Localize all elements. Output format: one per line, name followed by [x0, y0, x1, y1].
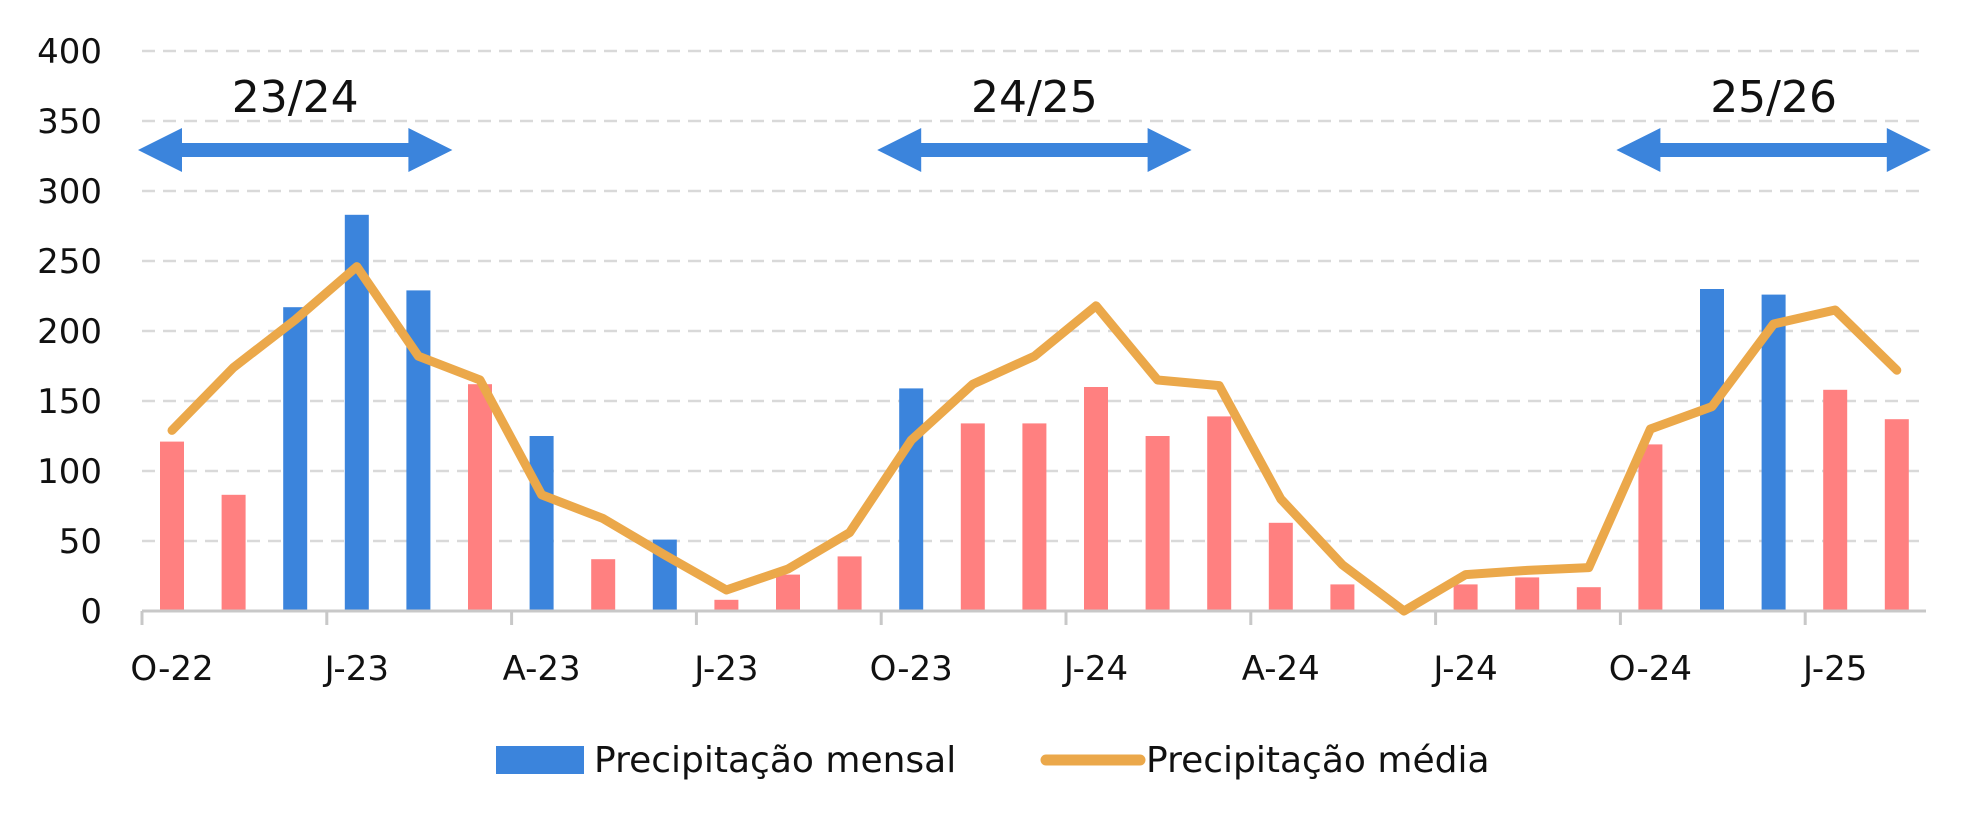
x-tick-label: J-24 [1062, 649, 1128, 689]
point-precipitacao-media [1033, 355, 1036, 358]
y-tick-label: 250 [37, 242, 102, 282]
bar-precipitacao-mensal [1330, 584, 1355, 611]
point-precipitacao-media [294, 318, 297, 321]
bar-precipitacao-mensal [1084, 387, 1108, 611]
x-tick-label: J-25 [1801, 649, 1867, 689]
point-precipitacao-media [1834, 309, 1837, 311]
point-precipitacao-media [1526, 569, 1529, 572]
bar-precipitacao-mensal [1823, 389, 1848, 611]
bar-precipitacao-mensal [468, 384, 492, 611]
point-precipitacao-media [1895, 369, 1898, 372]
legend-label-precipitacao-mensal: Precipitação mensal [594, 740, 956, 781]
bar-precipitacao-mensal [1145, 436, 1170, 611]
point-precipitacao-media [663, 554, 666, 556]
point-precipitacao-media [1711, 405, 1713, 408]
season-arrow [138, 128, 453, 172]
point-precipitacao-media [1587, 566, 1590, 569]
y-tick-label: 50 [59, 522, 102, 562]
x-tick-label: O-22 [130, 649, 213, 689]
point-precipitacao-media [910, 439, 913, 442]
point-precipitacao-media [1649, 428, 1652, 430]
y-tick-label: 200 [37, 312, 102, 352]
x-tick-label: A-23 [503, 649, 581, 689]
x-tick-label: J-23 [323, 649, 389, 689]
bar-precipitacao-mensal [1207, 416, 1232, 611]
x-tick-label: A-24 [1242, 649, 1320, 689]
y-tick-label: 400 [37, 32, 102, 72]
season-label: 25/26 [1710, 72, 1837, 123]
bar-precipitacao-mensal [529, 436, 554, 611]
point-precipitacao-media [1772, 323, 1775, 325]
bar-precipitacao-mensal [1453, 584, 1478, 611]
bars [160, 214, 1909, 612]
point-precipitacao-media [1464, 573, 1467, 576]
x-tick-label: J-24 [1431, 649, 1497, 689]
season-arrow [877, 128, 1192, 172]
point-precipitacao-media [725, 589, 728, 591]
bar-precipitacao-mensal [837, 556, 862, 611]
point-precipitacao-media [971, 383, 974, 386]
x-axis [140, 609, 1926, 625]
point-precipitacao-media [171, 429, 173, 432]
bar-precipitacao-mensal [1761, 294, 1786, 611]
point-precipitacao-media [417, 355, 420, 358]
y-tick-label: 150 [37, 382, 102, 422]
point-precipitacao-media [1341, 563, 1344, 566]
bar-precipitacao-mensal [1576, 587, 1601, 611]
bar-precipitacao-mensal [283, 307, 308, 611]
bar-precipitacao-mensal [1022, 423, 1047, 611]
bar-precipitacao-mensal [1700, 289, 1724, 611]
point-precipitacao-media [787, 568, 789, 570]
legend: Precipitação mensal Precipitação média [496, 740, 1490, 781]
point-precipitacao-media [1279, 498, 1282, 500]
point-precipitacao-media [479, 379, 481, 381]
season-arrow [1616, 128, 1931, 172]
legend-swatch-precipitacao-mensal [496, 746, 584, 774]
point-precipitacao-media [232, 366, 235, 369]
legend-label-precipitacao-media: Precipitação média [1146, 740, 1490, 781]
y-tick-label: 100 [37, 452, 102, 492]
point-precipitacao-media [1156, 379, 1159, 381]
bar-precipitacao-mensal [1638, 444, 1663, 611]
bar-precipitacao-mensal [1515, 577, 1540, 611]
bar-precipitacao-mensal [899, 388, 924, 611]
point-precipitacao-media [355, 265, 358, 268]
season-label: 23/24 [232, 72, 359, 123]
y-tick-label: 300 [37, 172, 102, 212]
y-axis-tick-labels: 0 50 100 150 200 250 300 350 400 [37, 32, 102, 632]
point-precipitacao-media [1403, 610, 1405, 612]
x-tick-label: O-24 [1609, 649, 1692, 689]
point-precipitacao-media [1218, 384, 1221, 387]
point-precipitacao-media [1095, 304, 1097, 307]
bar-precipitacao-mensal [714, 599, 739, 611]
y-tick-label: 0 [80, 592, 102, 632]
average-line-layer [167, 262, 1902, 616]
x-axis-tick-labels: O-22 J-23 A-23 J-23 O-23 J-24 A-24 J-24 O-24 J-25 [130, 649, 1867, 689]
bar-precipitacao-mensal [160, 441, 184, 611]
bar-precipitacao-mensal [960, 423, 985, 611]
point-precipitacao-media [848, 531, 851, 534]
x-tick-label: J-23 [692, 649, 758, 689]
y-tick-label: 350 [37, 102, 102, 142]
bar-precipitacao-mensal [221, 494, 246, 611]
season-label: 24/25 [971, 72, 1098, 123]
bar-precipitacao-mensal [776, 574, 800, 611]
point-precipitacao-media [540, 493, 543, 496]
x-tick-label: O-23 [870, 649, 953, 689]
bar-precipitacao-mensal [1884, 419, 1909, 611]
bar-precipitacao-mensal [1268, 522, 1293, 611]
bar-precipitacao-mensal [591, 559, 616, 611]
season-annotations: 23/24 24/25 25/26 [138, 72, 1931, 172]
point-precipitacao-media [602, 517, 605, 520]
